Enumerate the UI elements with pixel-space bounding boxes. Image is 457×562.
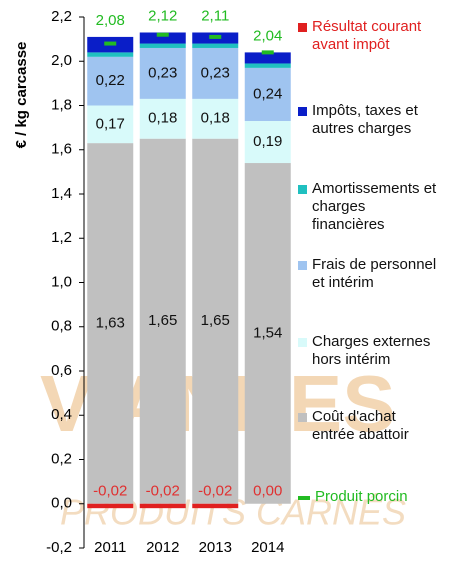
bar-segment <box>192 503 239 509</box>
bar-segment <box>87 503 134 509</box>
data-label: 0,19 <box>253 133 282 150</box>
data-label: 0,18 <box>148 110 177 127</box>
y-tick-label: 0,8 <box>51 318 72 335</box>
legend-swatch <box>298 338 307 347</box>
data-label: 2,08 <box>96 12 125 29</box>
legend-swatch <box>298 261 307 270</box>
data-label: 2,12 <box>148 7 177 24</box>
data-label: -0,02 <box>198 483 232 500</box>
bar-segment <box>192 98 239 139</box>
legend-label: Charges externes hors intérim <box>312 333 431 368</box>
data-label: 0,23 <box>201 64 230 81</box>
y-tick-label: 2,0 <box>51 52 72 69</box>
bar-segment <box>139 98 186 139</box>
y-axis-label: € / kg carcasse <box>13 42 30 149</box>
data-label: 1,54 <box>253 324 282 341</box>
y-tick-label: 1,6 <box>51 141 72 158</box>
data-label: -0,02 <box>93 483 127 500</box>
x-tick-label: 2014 <box>251 539 284 556</box>
bar-segment <box>244 67 291 121</box>
legend-item: Charges externes hors intérim <box>298 333 450 369</box>
y-tick-label: 1,8 <box>51 96 72 113</box>
data-label: 2,04 <box>253 27 282 44</box>
data-label: 0,22 <box>96 72 125 89</box>
legend-item: Produit porcin <box>298 488 450 506</box>
data-label: -0,02 <box>146 483 180 500</box>
data-label: 0,00 <box>253 483 282 500</box>
bar-segment <box>87 143 134 504</box>
bar-segment <box>192 138 239 504</box>
data-label: 1,65 <box>148 312 177 329</box>
bar-segment <box>139 43 186 48</box>
legend-swatch <box>298 185 307 194</box>
bar-segment <box>87 105 134 144</box>
y-tick-label: 0,4 <box>51 406 72 423</box>
bar-segment <box>87 52 134 57</box>
legend-swatch <box>298 107 307 116</box>
y-tick-label: 0,6 <box>51 362 72 379</box>
data-label: 0,18 <box>201 110 230 127</box>
x-tick-label: 2013 <box>199 539 232 556</box>
bar-segment <box>244 63 291 68</box>
data-label: 1,65 <box>201 312 230 329</box>
legend-label: Résultat courant avant impôt <box>312 18 422 53</box>
legend-swatch <box>298 23 307 32</box>
legend-item: Résultat courant avant impôt <box>298 18 450 54</box>
legend-item: Impôts, taxes et autres charges <box>298 102 450 138</box>
legend-item: Frais de personnel et intérim <box>298 256 450 292</box>
y-tick-label: 0,2 <box>51 450 72 467</box>
bar-segment <box>244 120 291 164</box>
data-label: 0,24 <box>253 85 282 102</box>
data-label: 0,23 <box>148 64 177 81</box>
bar-segment <box>192 47 239 99</box>
legend-item: Amortissements et charges financières <box>298 180 450 234</box>
x-tick-label: 2011 <box>94 539 126 556</box>
legend-swatch <box>298 496 310 500</box>
bar-segment <box>192 43 239 48</box>
bar-segment <box>139 47 186 99</box>
y-tick-label: 1,0 <box>51 273 72 290</box>
y-tick-label: -0,2 <box>46 539 72 556</box>
bar-segment <box>139 138 186 504</box>
y-tick-label: 0,0 <box>51 495 72 512</box>
legend-label: Coût d'achat entrée abattoir <box>312 408 409 443</box>
bar-segment <box>244 163 291 504</box>
legend-label: Amortissements et charges financières <box>312 180 437 233</box>
data-label: 1,63 <box>96 314 125 331</box>
legend-label: Produit porcin <box>315 488 408 505</box>
data-label: 0,17 <box>96 115 125 132</box>
legend-label: Impôts, taxes et autres charges <box>312 102 418 137</box>
bar-segment <box>244 52 291 64</box>
legend-item: Coût d'achat entrée abattoir <box>298 408 450 444</box>
data-label: 2,11 <box>201 7 229 24</box>
y-tick-label: 2,2 <box>51 8 72 25</box>
bar-segment <box>87 56 134 106</box>
bar-segment <box>139 503 186 509</box>
y-tick-label: 1,2 <box>51 229 72 246</box>
bar-segment <box>139 32 186 44</box>
x-tick-label: 2012 <box>146 539 179 556</box>
legend-swatch <box>298 413 307 422</box>
legend-label: Frais de personnel et intérim <box>312 256 437 291</box>
y-tick-label: 1,4 <box>51 185 72 202</box>
